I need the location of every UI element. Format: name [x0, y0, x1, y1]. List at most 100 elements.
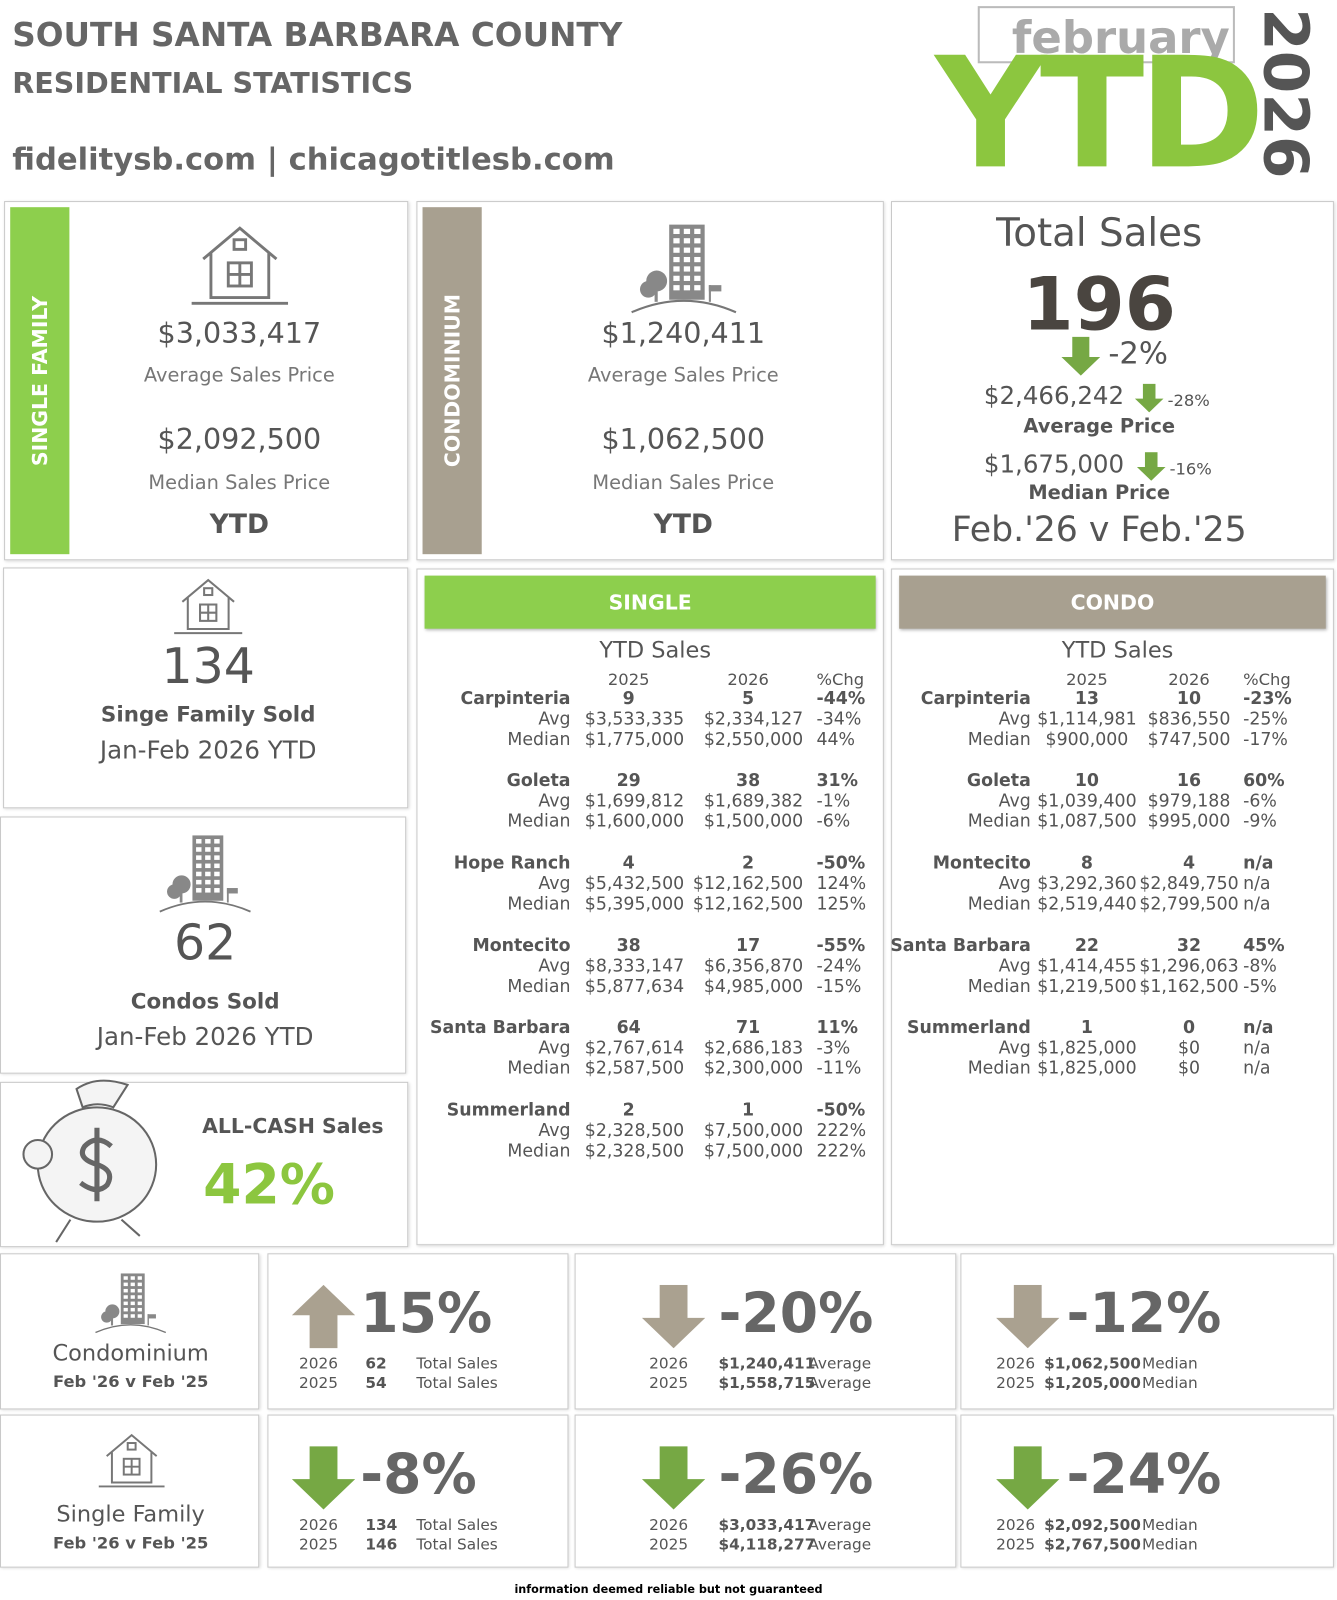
building-icon-svg: [630, 224, 736, 314]
avg-2026: $1,296,063: [1139, 955, 1239, 977]
col-header: 2026: [727, 669, 769, 690]
avg-2025: $1,414,455: [1037, 955, 1137, 977]
year: 2026: [649, 1354, 689, 1373]
house-icon-svg: [174, 578, 243, 635]
row-label: Avg: [998, 709, 1031, 730]
avg-2026: $979,188: [1147, 791, 1231, 812]
sf-period: Jan-Feb 2026 YTD: [99, 735, 317, 765]
sales-change: -50%: [816, 1099, 866, 1121]
single_table-header-bar: SINGLE: [424, 575, 876, 629]
area-name: Carpinteria: [920, 688, 1031, 710]
condo-label: Condos Sold: [130, 989, 280, 1014]
value: $2,092,500: [1044, 1515, 1141, 1534]
median-2025: $1,825,000: [1037, 1058, 1137, 1079]
avg-2026: $2,686,183: [703, 1038, 804, 1059]
cash-value: 42%: [203, 1151, 336, 1217]
comparison-label: Single Family: [56, 1502, 205, 1528]
year: 2026: [649, 1515, 689, 1534]
avg-2025: $8,333,147: [584, 955, 685, 977]
median-arrow: [1136, 452, 1166, 481]
median-2025: $1,775,000: [584, 729, 685, 750]
sales-2025: 10: [1074, 770, 1100, 792]
avg-2026: $836,550: [1147, 709, 1231, 730]
sales-2026: 71: [736, 1017, 761, 1039]
year: 2026: [996, 1354, 1036, 1373]
row-label: Avg: [538, 791, 571, 812]
avg-2026: $2,849,750: [1139, 873, 1239, 895]
period: YTD: [209, 509, 270, 541]
change-arrow-shape: [641, 1284, 706, 1349]
value: $4,118,277: [718, 1534, 816, 1554]
area-name: Summerland: [446, 1099, 571, 1121]
total-change: -2%: [1108, 335, 1168, 372]
change-arrow-shape: [996, 1446, 1060, 1510]
cash-label: ALL-CASH Sales: [202, 1113, 384, 1138]
condo_table-panel: CONDO YTD Sales 2025 2026 %Chg Carpinteria 13 1…: [890, 568, 1334, 1246]
median-label: Median Sales Price: [592, 471, 775, 494]
year: 2026: [299, 1354, 339, 1373]
ytd: YTD: [935, 25, 1265, 204]
single_family-panel: SINGLE FAMILY $3,033,417 Average Sales Pri…: [4, 201, 409, 561]
sales-2026: 32: [1176, 935, 1202, 956]
money-bag-icon: [15, 1071, 158, 1245]
sf-sold-panel: 134 Singe Family Sold Jan-Feb 2026 YTD: [3, 567, 409, 809]
change-arrow-shape: [291, 1284, 356, 1349]
median-2025: $1,219,500: [1037, 976, 1137, 997]
row-label: Avg: [538, 709, 571, 730]
median-price: $2,092,500: [157, 422, 322, 457]
area-name: Goleta: [506, 770, 571, 792]
avg-change: -8%: [1243, 955, 1277, 977]
median-2026: $1,162,500: [1139, 976, 1239, 997]
median-2026: $2,550,000: [703, 729, 804, 750]
change-arrow: [291, 1446, 356, 1510]
avg-label: Average Sales Price: [587, 363, 779, 387]
avg-2026: $6,356,870: [703, 955, 804, 977]
median-2026: $0: [1177, 1058, 1201, 1079]
metric: Total Sales: [416, 1534, 498, 1554]
change-value: 15%: [360, 1280, 493, 1345]
year: 2025: [299, 1373, 339, 1393]
median-change: 44%: [816, 729, 856, 750]
sales-change: n/a: [1243, 1017, 1274, 1039]
month-box: [977, 6, 1235, 64]
median-2026: $2,300,000: [703, 1058, 804, 1079]
avg-2025: $5,432,500: [584, 873, 685, 895]
sales-2025: 22: [1074, 935, 1100, 956]
change-value: -8%: [360, 1441, 477, 1506]
total-arrow: [1061, 336, 1101, 376]
comparison-card: -12% 2026 $1,062,500 Median 2025 $1,205,000 Me…: [960, 1253, 1334, 1410]
value: 146: [365, 1534, 398, 1554]
period: YTD: [653, 509, 713, 541]
row-label: Avg: [538, 873, 571, 895]
avg-label: Average Price: [1023, 414, 1175, 438]
median-2025: $1,087,500: [1037, 811, 1137, 833]
median-change: -5%: [1243, 976, 1277, 997]
avg-price: $2,466,242: [983, 381, 1125, 410]
median-2025: $5,395,000: [584, 894, 685, 915]
sales-2026: 4: [1182, 853, 1196, 874]
building-icon-svg: [159, 835, 251, 913]
row-label: Median: [967, 811, 1031, 833]
row-label: Avg: [538, 955, 571, 977]
row-label: Median: [507, 894, 571, 915]
websites: fidelitysb.com | chicagotitlesb.com: [12, 141, 615, 178]
avg-2026: $12,162,500: [692, 873, 804, 895]
row-label: Median: [967, 1058, 1031, 1079]
avg-2026: $2,334,127: [703, 709, 804, 730]
value: 62: [365, 1354, 387, 1373]
metric: Total Sales: [416, 1354, 498, 1373]
row-label: Median: [967, 729, 1031, 750]
median-price: $1,062,500: [601, 422, 766, 457]
sales-change: -23%: [1243, 688, 1292, 710]
condo-period: Jan-Feb 2026 YTD: [96, 1022, 314, 1051]
median-2025: $2,587,500: [584, 1058, 685, 1079]
sales-change: 45%: [1243, 935, 1285, 956]
change-arrow-shape: [291, 1446, 356, 1510]
sales-change: -55%: [816, 935, 866, 956]
sales-change: 11%: [816, 1017, 859, 1039]
value: $1,558,715: [718, 1373, 816, 1393]
area-name: Montecito: [472, 935, 571, 956]
avg-arrow: [1134, 383, 1164, 413]
area-name: Hope Ranch: [453, 853, 571, 874]
